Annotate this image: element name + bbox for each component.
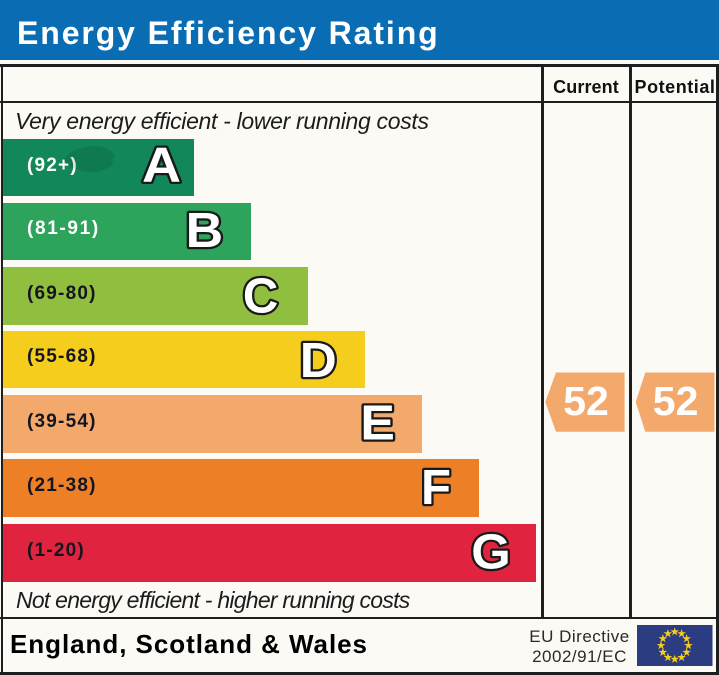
svg-text:A: A (142, 139, 181, 193)
svg-text:B: B (186, 204, 224, 258)
svg-text:E: E (360, 397, 395, 451)
svg-text:F: F (421, 461, 451, 515)
svg-text:C: C (243, 270, 278, 324)
svg-text:D: D (300, 334, 337, 388)
svg-text:G: G (471, 526, 511, 580)
svg-text:52: 52 (653, 378, 699, 424)
svg-text:52: 52 (563, 378, 609, 424)
